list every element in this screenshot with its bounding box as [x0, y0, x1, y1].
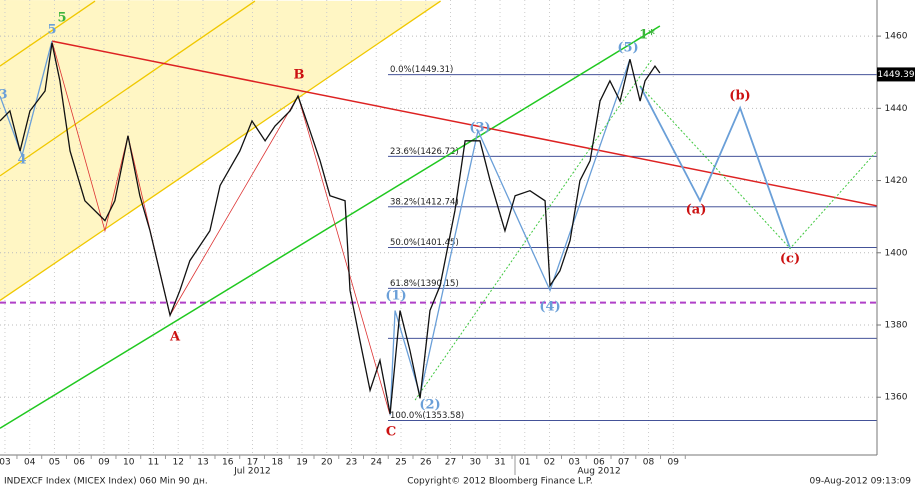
wave-label: (a) — [686, 203, 707, 218]
overlay-line — [0, 25, 661, 429]
wave-label: (c) — [780, 252, 800, 267]
x-tick-label: 08 — [643, 458, 655, 468]
wave-label: A — [169, 330, 181, 345]
x-tick-label: 10 — [123, 458, 135, 468]
fib-label: 50.0%(1401.45) — [390, 238, 459, 248]
x-tick-label: 06 — [73, 458, 85, 468]
fib-label: 61.8%(1390.15) — [390, 279, 459, 289]
wave-label: 3 — [0, 88, 8, 103]
wave-label: (4) — [539, 300, 560, 315]
overlay-line — [0, 41, 53, 158]
overlay-line — [389, 59, 631, 416]
fib-label: 0.0%(1449.31) — [390, 65, 453, 75]
fib-label: 38.2%(1412.74) — [390, 197, 459, 207]
x-tick-label: 11 — [148, 458, 159, 468]
x-tick-label: 24 — [371, 458, 383, 468]
footer-center: Copyright© 2012 Bloomberg Finance L.P. — [407, 477, 592, 487]
x-tick-label: 05 — [49, 458, 60, 468]
x-tick-label: 18 — [272, 458, 284, 468]
y-tick-label: 1440 — [885, 104, 908, 114]
x-tick-label: 23 — [346, 458, 357, 468]
fib-label: 100.0%(1353.58) — [390, 411, 464, 421]
x-tick-label: 12 — [172, 458, 183, 468]
x-tick-label: 07 — [618, 458, 629, 468]
overlay-line — [414, 58, 653, 401]
x-tick-label: 26 — [420, 458, 432, 468]
y-tick-label: 1460 — [885, 32, 908, 42]
pitchfork-line — [0, 0, 256, 177]
y-tick-label: 1400 — [885, 248, 908, 258]
overlay-line — [51, 40, 877, 207]
wave-label: C — [386, 425, 396, 440]
plot-area: 0.0%(1449.31) 23.6%(1426.72) 38.2%(1412.74… — [0, 0, 877, 455]
pitchfork-line — [0, 0, 96, 67]
x-tick-label: 27 — [445, 458, 456, 468]
x-tick-label: 19 — [296, 458, 308, 468]
footer-left: INDEXCF Index (MICEX Index) 060 Min 90 д… — [4, 477, 208, 487]
wave-label: B — [294, 68, 305, 83]
fib-label: 23.6%(1426.72) — [390, 147, 459, 157]
x-tick-label: 09 — [98, 458, 110, 468]
wave-label: 4 — [17, 153, 26, 168]
x-tick-label: 20 — [321, 458, 333, 468]
x-tick-label: 04 — [24, 458, 36, 468]
x-tick-label: 02 — [544, 458, 555, 468]
wave-label: (2) — [419, 398, 440, 413]
x-tick-label: 09 — [668, 458, 680, 468]
x-tick-label: 25 — [395, 458, 406, 468]
wave-label: (3) — [469, 121, 490, 136]
wave-label: (b) — [729, 89, 750, 104]
overlay-line — [639, 85, 791, 249]
month-label: Aug 2012 — [577, 467, 620, 477]
x-tick-label: 31 — [494, 458, 505, 468]
x-tick-label: 03 — [569, 458, 580, 468]
wave-label: 5 — [57, 11, 66, 26]
y-tick-label: 1360 — [885, 393, 908, 403]
wave-label: 5 — [47, 23, 56, 38]
price-line — [0, 42, 661, 414]
x-tick-label: 16 — [222, 458, 234, 468]
wave-label: (5) — [617, 41, 638, 56]
pitchfork-line — [0, 0, 441, 301]
month-label: Jul 2012 — [233, 467, 271, 477]
footer-right: 09-Aug-2012 09:13:09 — [809, 477, 911, 487]
last-price-box — [877, 67, 915, 82]
x-tick-label: 13 — [197, 458, 208, 468]
y-tick-label: 1380 — [885, 321, 908, 331]
x-tick-label: 01 — [519, 458, 530, 468]
x-tick-label: 17 — [247, 458, 258, 468]
overlay-line — [639, 85, 877, 250]
wave-label: 1* — [639, 28, 655, 43]
last-price-label: 1449.39 — [877, 70, 914, 80]
x-tick-label: 06 — [593, 458, 605, 468]
x-tick-label: 30 — [470, 458, 482, 468]
wave-label: (1) — [385, 289, 406, 304]
y-tick-label: 1420 — [885, 176, 908, 186]
x-tick-label: 03 — [0, 458, 11, 468]
